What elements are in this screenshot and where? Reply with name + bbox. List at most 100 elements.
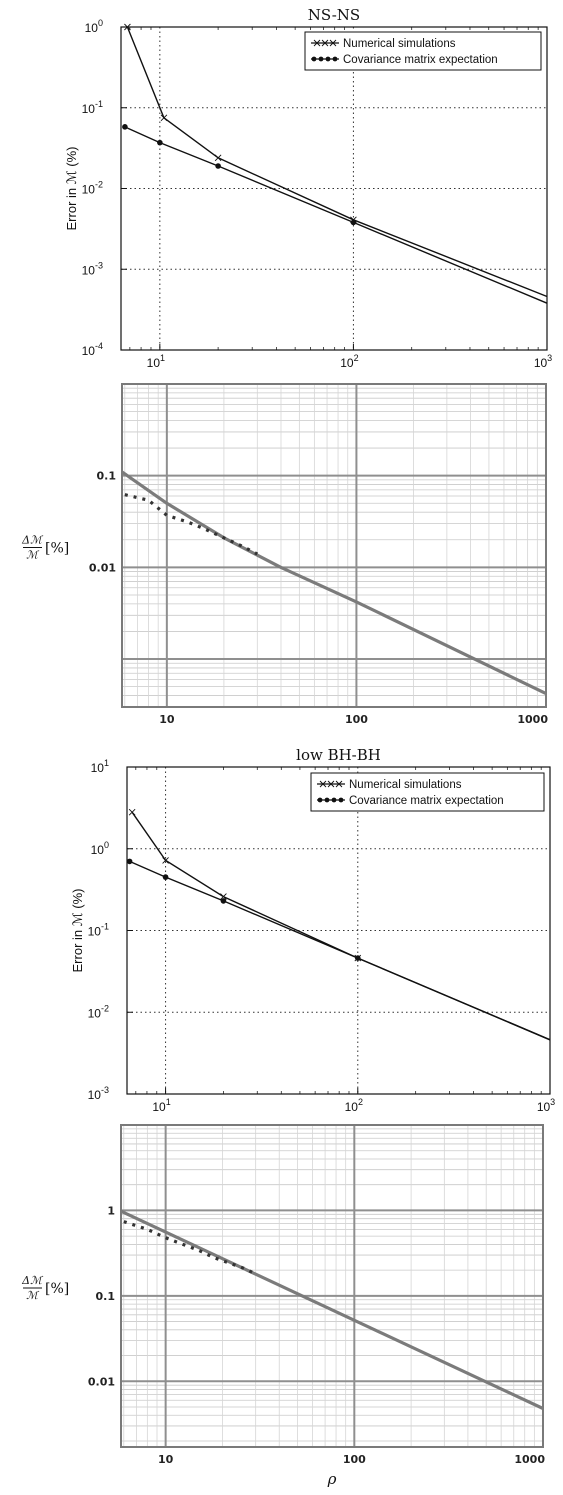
x-tick-label: 102 — [340, 353, 358, 370]
series-line-0 — [120, 1209, 544, 1410]
y-tick-label: 0.01 — [88, 1375, 115, 1388]
y-tick-label: 10-1 — [82, 99, 103, 116]
x-tick-exp: 3 — [550, 1097, 555, 1107]
legend-label: Covariance matrix expectation — [343, 54, 498, 66]
series-line-1 — [129, 860, 551, 1041]
x-tick-exp: 2 — [354, 353, 359, 363]
legend-swatch-marker — [321, 39, 329, 47]
data-point — [162, 857, 169, 864]
y-tick-label: 100 — [91, 840, 109, 857]
y-tick-base: 10 — [88, 1088, 102, 1102]
y-label-denominator: ℳ — [26, 549, 40, 562]
y-axis-label: Δℳ ℳ [%] — [21, 534, 69, 562]
x-tick-label: 102 — [345, 1097, 363, 1114]
x-tick-base: 10 — [534, 356, 548, 370]
legend-swatch-marker — [313, 39, 321, 47]
x-tick-label: 10 — [159, 713, 175, 726]
x-tick-label: 1000 — [514, 1453, 545, 1466]
x-tick-label: 101 — [152, 1097, 170, 1114]
y-tick-label: 1 — [107, 1204, 115, 1217]
y-tick-label: 10-3 — [82, 260, 103, 277]
legend-swatch-marker — [325, 56, 331, 62]
x-tick-label: 10 — [158, 1453, 174, 1466]
y-label-numerator: Δℳ — [21, 1274, 44, 1287]
legend-swatch-marker — [338, 797, 344, 803]
y-tick-label: 10-1 — [88, 922, 109, 939]
legend-swatch-marker — [335, 780, 343, 788]
legend-swatch-marker — [327, 780, 335, 788]
data-point — [215, 163, 221, 169]
x-tick-base: 10 — [340, 356, 354, 370]
plot-frame — [121, 383, 547, 708]
y-tick-base: 10 — [88, 1006, 102, 1020]
y-tick-label: 101 — [91, 758, 109, 775]
y-tick-base: 10 — [91, 843, 105, 857]
y-label-unit: [%] — [45, 541, 69, 557]
series-line-0 — [131, 811, 551, 1041]
x-tick-label: 103 — [537, 1097, 555, 1114]
y-tick-exp: -4 — [95, 341, 103, 351]
legend-swatch-marker — [324, 797, 330, 803]
y-axis-label: Error in ℳ (%) — [70, 889, 85, 973]
y-tick-base: 10 — [82, 183, 96, 197]
data-point — [354, 955, 361, 961]
legend: Numerical simulations Covariance matrix e… — [304, 31, 542, 71]
series-line-0 — [121, 470, 547, 696]
x-axis-label: ρ — [327, 1470, 337, 1488]
y-label-numerator: Δℳ — [21, 534, 44, 547]
legend-swatch-marker — [317, 797, 323, 803]
chart-panel-1: 10 100 1000 0.1 0.01 Δℳ ℳ [%] — [21, 383, 548, 726]
y-tick-label: 10-3 — [88, 1085, 109, 1102]
y-tick-label: 0.01 — [89, 561, 116, 574]
chart-title: low BH-BH — [296, 746, 381, 764]
legend: Numerical simulations Covariance matrix e… — [310, 772, 545, 812]
y-tick-base: 10 — [82, 344, 96, 358]
x-tick-base: 10 — [345, 1100, 359, 1114]
legend-swatch-marker — [332, 56, 338, 62]
data-point — [126, 858, 133, 865]
y-label-unit: [%] — [45, 1281, 69, 1297]
legend-box — [304, 31, 542, 71]
legend-swatch-marker — [329, 39, 337, 47]
legend-label: Numerical simulations — [343, 38, 456, 50]
y-tick-exp: -3 — [95, 260, 103, 270]
data-point — [124, 23, 131, 31]
y-tick-exp: -2 — [101, 1003, 109, 1013]
chart-panel-3: 10 100 1000 1 0.1 0.01 Δℳ ℳ [%] ρ — [21, 1124, 545, 1488]
data-point — [160, 114, 168, 122]
y-axis-label: Δℳ ℳ [%] — [21, 1274, 69, 1302]
x-tick-exp: 3 — [547, 353, 552, 363]
y-tick-exp: 1 — [104, 758, 109, 768]
y-label-denominator: ℳ — [26, 1289, 40, 1302]
y-tick-base: 10 — [82, 263, 96, 277]
x-tick-exp: 2 — [358, 1097, 363, 1107]
y-tick-exp: -3 — [101, 1085, 109, 1095]
legend-box — [310, 772, 545, 812]
legend-label: Covariance matrix expectation — [349, 795, 504, 807]
legend-swatch-marker — [311, 56, 317, 62]
legend-swatch-marker — [318, 56, 324, 62]
legend-swatch-marker — [331, 797, 337, 803]
y-tick-base: 10 — [91, 761, 105, 775]
legend-label: Numerical simulations — [349, 779, 462, 791]
data-point — [214, 154, 222, 162]
chart-title: NS-NS — [308, 6, 360, 24]
data-point — [220, 898, 227, 904]
data-point — [122, 124, 128, 130]
y-axis-label: Error in ℳ (%) — [64, 147, 79, 231]
y-tick-exp: 0 — [98, 18, 103, 28]
plot-frame — [120, 1124, 544, 1448]
data-point — [157, 139, 163, 146]
y-tick-label: 10-2 — [88, 1003, 109, 1020]
y-tick-exp: -1 — [95, 99, 103, 109]
y-tick-exp: -1 — [101, 922, 109, 932]
data-point — [220, 893, 227, 900]
x-tick-base: 10 — [537, 1100, 551, 1114]
data-point — [350, 219, 357, 226]
x-tick-label: 103 — [534, 353, 552, 370]
x-tick-label: 1000 — [517, 713, 548, 726]
y-tick-label: 0.1 — [96, 1290, 116, 1303]
